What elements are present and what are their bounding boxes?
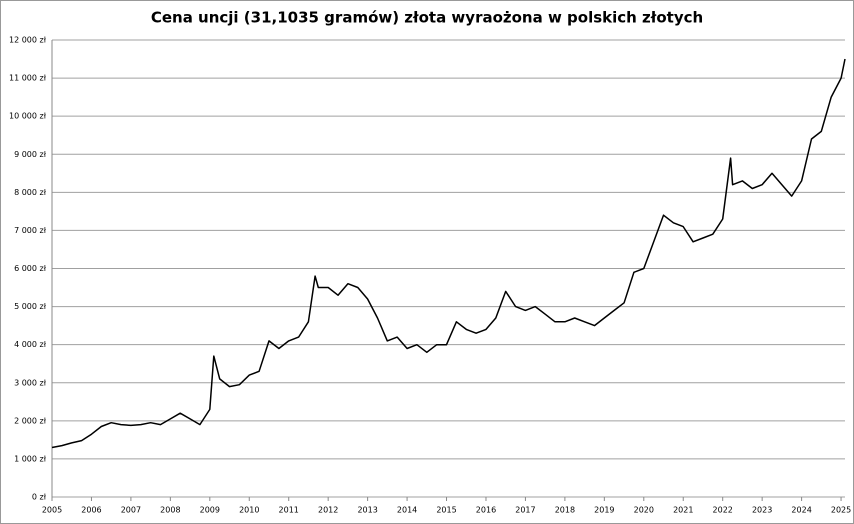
y-tick-label: 5 000 zł <box>14 302 47 311</box>
y-tick-label: 2 000 zł <box>14 416 47 425</box>
x-tick-label: 2010 <box>239 506 259 515</box>
x-tick-label: 2006 <box>81 506 101 515</box>
x-tick-label: 2018 <box>555 506 575 515</box>
x-tick-label: 2021 <box>673 506 693 515</box>
x-tick-label: 2025 <box>831 506 851 515</box>
x-tick-label: 2023 <box>752 506 772 515</box>
x-tick-label: 2017 <box>515 506 535 515</box>
y-tick-label: 0 zł <box>32 493 47 502</box>
chart-title: Cena uncji (31,1035 gramów) złota wyraoż… <box>151 9 703 27</box>
y-tick-label: 1 000 zł <box>14 454 47 463</box>
x-tick-label: 2009 <box>200 506 220 515</box>
x-tick-label: 2019 <box>594 506 614 515</box>
x-tick-label: 2013 <box>357 506 377 515</box>
x-tick-label: 2024 <box>791 506 811 515</box>
y-tick-label: 7 000 zł <box>14 226 47 235</box>
x-tick-label: 2008 <box>160 506 180 515</box>
x-tick-label: 2020 <box>634 506 654 515</box>
x-tick-label: 2011 <box>279 506 299 515</box>
y-tick-label: 9 000 zł <box>14 150 47 159</box>
x-tick-label: 2012 <box>318 506 338 515</box>
x-tick-label: 2007 <box>121 506 141 515</box>
y-tick-label: 12 000 zł <box>9 36 47 45</box>
y-tick-label: 4 000 zł <box>14 340 47 349</box>
y-tick-label: 10 000 zł <box>9 112 47 121</box>
y-tick-label: 6 000 zł <box>14 264 47 273</box>
x-tick-label: 2015 <box>436 506 456 515</box>
y-tick-label: 8 000 zł <box>14 188 47 197</box>
x-tick-label: 2016 <box>476 506 496 515</box>
y-tick-label: 3 000 zł <box>14 378 47 387</box>
price-line <box>51 58 846 449</box>
y-tick-label: 11 000 zł <box>9 74 47 83</box>
x-tick-label: 2022 <box>713 506 733 515</box>
x-tick-label: 2014 <box>397 506 417 515</box>
x-tick-label: 2005 <box>42 506 62 515</box>
